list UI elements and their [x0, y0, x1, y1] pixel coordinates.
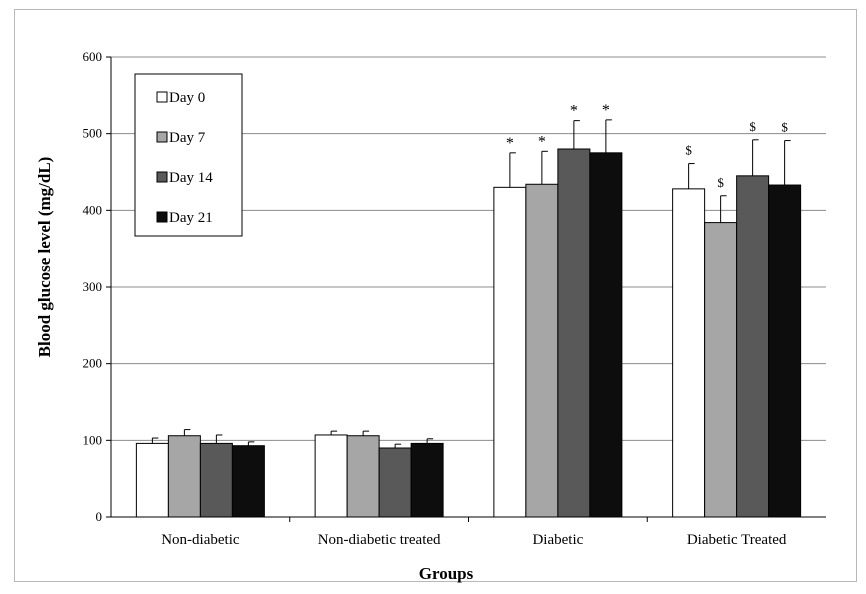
- x-category-labels: Non-diabetic Non-diabetic treated Diabetic…: [161, 532, 787, 548]
- legend-swatch: [156, 91, 168, 103]
- legend-label: Day 0: [169, 90, 205, 106]
- axes: [106, 56, 826, 522]
- bar: [557, 148, 591, 518]
- bar: [135, 442, 169, 518]
- legend-swatch: [156, 131, 168, 143]
- bar: [167, 435, 201, 518]
- bar: [199, 442, 233, 518]
- bar: [704, 222, 738, 518]
- legend: Day 0 Day 7 Day 14 Day 21: [134, 73, 243, 237]
- x-category-label: Non-diabetic: [161, 532, 240, 548]
- significance-marker: $: [749, 119, 756, 134]
- bar: [410, 442, 444, 518]
- legend-label: Day 7: [169, 130, 206, 146]
- x-category-label: Non-diabetic treated: [318, 532, 441, 548]
- x-category-label: Diabetic: [532, 532, 583, 548]
- legend-swatch: [156, 211, 168, 223]
- significance-marker: *: [506, 135, 514, 152]
- y-tick-label: 300: [83, 279, 103, 294]
- bar: [378, 447, 412, 518]
- legend-box: [134, 73, 243, 237]
- y-tick-label: 100: [83, 432, 103, 447]
- bar: [672, 188, 706, 518]
- significance-marker: $: [717, 175, 724, 190]
- y-tick-label: 600: [83, 49, 103, 64]
- bar: [346, 435, 380, 518]
- y-tick-label: 500: [83, 126, 103, 141]
- bar: [493, 186, 527, 518]
- legend-label: Day 21: [169, 210, 213, 226]
- y-tick-label: 0: [96, 509, 103, 524]
- bar: [589, 152, 623, 518]
- y-tick-label: 200: [83, 356, 103, 371]
- bar: [768, 184, 802, 518]
- y-tick-labels: 0 100 200 300 400 500 600: [83, 49, 103, 524]
- bars-layer: * * * * $ $ $ $: [135, 102, 802, 518]
- bar: [314, 434, 348, 518]
- significance-marker: *: [602, 102, 610, 119]
- legend-swatch: [156, 171, 168, 183]
- bar: [525, 183, 559, 518]
- x-axis-title: Groups: [419, 564, 474, 583]
- significance-marker: *: [570, 103, 578, 120]
- bar: [736, 175, 770, 518]
- legend-label: Day 14: [169, 170, 213, 186]
- x-category-label: Diabetic Treated: [687, 532, 787, 548]
- y-axis-title: Blood glucose level (mg/dL): [35, 157, 54, 358]
- bar: [231, 445, 265, 518]
- significance-marker: *: [538, 133, 546, 150]
- significance-marker: $: [685, 143, 692, 158]
- y-tick-label: 400: [83, 202, 103, 217]
- significance-marker: $: [781, 120, 788, 135]
